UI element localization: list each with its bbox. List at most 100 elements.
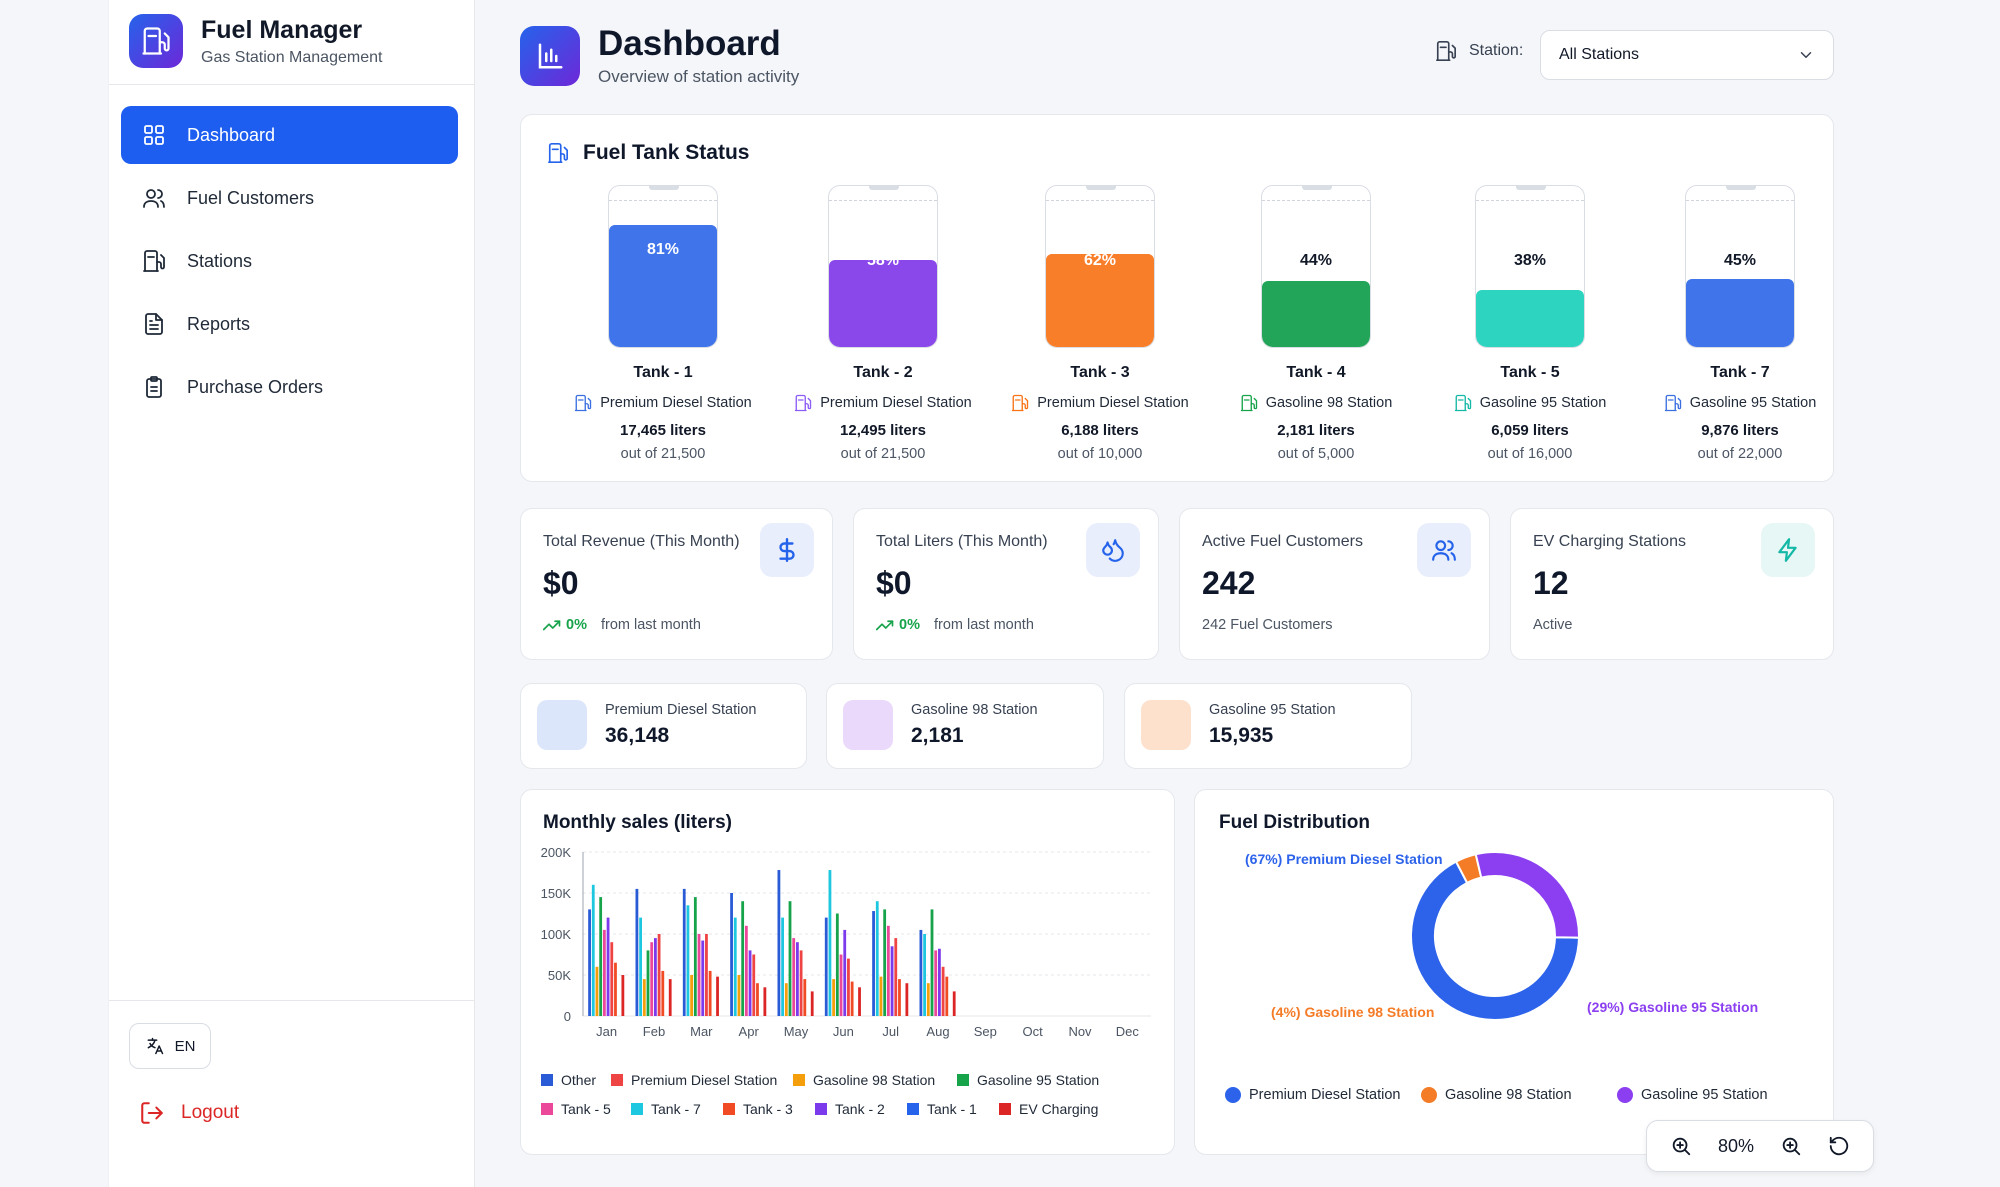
bar <box>945 976 949 1016</box>
legend-label: Gasoline 98 Station <box>1445 1087 1572 1103</box>
station-select[interactable]: All Stations <box>1540 30 1834 80</box>
brand-title: Fuel Manager <box>201 15 363 44</box>
droplets-icon <box>1086 523 1140 577</box>
grid-icon <box>141 122 167 148</box>
fuel-pump-icon <box>141 248 167 274</box>
sidebar-item-dashboard[interactable]: Dashboard <box>121 106 458 164</box>
tank-percentage: 45% <box>1723 252 1757 269</box>
bar <box>930 909 934 1016</box>
color-swatch <box>537 700 587 750</box>
bar <box>898 979 901 1016</box>
legend-item[interactable]: Tank - 3 <box>723 1101 793 1117</box>
stat-label: EV Charging Stations <box>1533 533 1686 550</box>
tank-liters: 2,181 liters <box>1277 422 1355 439</box>
bar <box>763 987 767 1016</box>
legend-item[interactable]: Tank - 1 <box>907 1101 977 1117</box>
sidebar-item-label: Stations <box>187 250 253 271</box>
divider <box>109 84 474 85</box>
tank-name: Tank - 3 <box>1070 364 1130 381</box>
legend-item[interactable]: Tank - 2 <box>815 1101 885 1117</box>
tank-vessel: 62% <box>1045 185 1155 348</box>
legend-item[interactable]: Tank - 7 <box>631 1101 701 1117</box>
legend-swatch <box>1617 1087 1633 1103</box>
bar <box>705 934 708 1016</box>
legend-item[interactable]: Gasoline 95 Station <box>1617 1087 1768 1103</box>
stat-value: $0 <box>543 565 579 601</box>
y-tick-label: 200K <box>541 845 572 860</box>
legend-item[interactable]: Gasoline 98 Station <box>793 1072 935 1088</box>
zoom-in-button[interactable] <box>1780 1135 1802 1157</box>
language-button[interactable]: EN <box>129 1023 211 1069</box>
bar <box>847 958 850 1016</box>
legend-swatch <box>999 1103 1011 1115</box>
legend-item[interactable]: Gasoline 98 Station <box>1421 1087 1572 1103</box>
bar <box>886 925 890 1016</box>
legend-item[interactable]: Gasoline 95 Station <box>957 1072 1099 1088</box>
tank-fill-level <box>829 260 937 347</box>
bar <box>799 950 803 1016</box>
bar <box>635 888 639 1016</box>
bar <box>923 934 926 1016</box>
brand: Fuel Manager Gas Station Management <box>129 14 382 68</box>
station-total-label: Premium Diesel Station <box>605 702 757 718</box>
zoom-out-button[interactable] <box>1670 1135 1692 1157</box>
legend-item[interactable]: Premium Diesel Station <box>611 1072 777 1088</box>
tank-max-line <box>829 200 937 201</box>
y-tick-label: 100K <box>541 927 572 942</box>
fuel-pump-icon <box>794 394 820 412</box>
sidebar-item-fuel-customers[interactable]: Fuel Customers <box>121 169 458 227</box>
bar <box>756 983 759 1016</box>
legend-item[interactable]: Other <box>541 1072 596 1088</box>
tank-name: Tank - 4 <box>1286 364 1346 381</box>
sidebar-item-reports[interactable]: Reports <box>121 295 458 353</box>
tank-name: Tank - 7 <box>1710 364 1770 381</box>
sidebar-item-stations[interactable]: Stations <box>121 232 458 290</box>
tank-vessel: 44% <box>1261 185 1371 348</box>
bar <box>682 888 686 1016</box>
tank-station: Gasoline 95 Station <box>1430 394 1630 412</box>
legend-label: Tank - 5 <box>561 1101 611 1117</box>
bar <box>668 979 672 1016</box>
tank-fill-level <box>1686 279 1794 347</box>
tank-cap <box>1302 186 1332 190</box>
stat-card-ev-charging: EV Charging Stations 12 Active <box>1510 508 1834 660</box>
bar <box>788 901 792 1016</box>
page-subtitle: Overview of station activity <box>598 67 800 86</box>
legend-item[interactable]: Premium Diesel Station <box>1225 1087 1401 1103</box>
fuel-distribution-chart: (67%) Premium Diesel Station (4%) Gasolin… <box>1245 851 1758 1021</box>
sidebar-item-purchase-orders[interactable]: Purchase Orders <box>121 358 458 416</box>
bar <box>686 905 690 1016</box>
sidebar: Fuel Manager Gas Station Management Dash… <box>108 0 475 1187</box>
tank-station-name: Gasoline 95 Station <box>1689 395 1817 411</box>
bar <box>730 893 733 1016</box>
trend-indicator: 0% <box>876 617 920 633</box>
bar <box>752 954 756 1016</box>
chart-title: Monthly sales (liters) <box>543 812 732 833</box>
bar <box>733 917 737 1016</box>
bar <box>850 981 854 1016</box>
bar <box>781 917 784 1016</box>
legend-item[interactable]: EV Charging <box>999 1101 1098 1117</box>
bar <box>621 975 625 1016</box>
tank-item: 62% Tank - 3 Premium Diesel Station 6,188 l… <box>1000 185 1200 462</box>
logout-button[interactable]: Logout <box>139 1100 239 1126</box>
fuel-tank-status-card: Fuel Tank Status 81% Tank - 1 Premium Dies… <box>520 114 1834 482</box>
reset-zoom-button[interactable] <box>1828 1135 1850 1157</box>
legend-label: Tank - 1 <box>927 1101 977 1117</box>
tank-percentage: 58% <box>866 252 900 269</box>
bar <box>650 942 654 1016</box>
bar <box>606 917 610 1016</box>
color-swatch <box>1141 700 1191 750</box>
stat-value: 242 <box>1202 565 1256 601</box>
slice-label: (4%) Gasoline 98 Station <box>1271 1004 1434 1020</box>
tank-capacity: out of 10,000 <box>1057 446 1143 462</box>
fuel-pump-icon <box>1454 394 1480 412</box>
legend-item[interactable]: Tank - 5 <box>541 1101 611 1117</box>
bar <box>610 942 614 1016</box>
document-icon <box>141 311 167 337</box>
legend-swatch <box>1225 1087 1241 1103</box>
trend-value: 0% <box>899 617 920 633</box>
lightning-icon <box>1761 523 1815 577</box>
legend-swatch <box>541 1074 553 1086</box>
bar <box>832 979 836 1016</box>
